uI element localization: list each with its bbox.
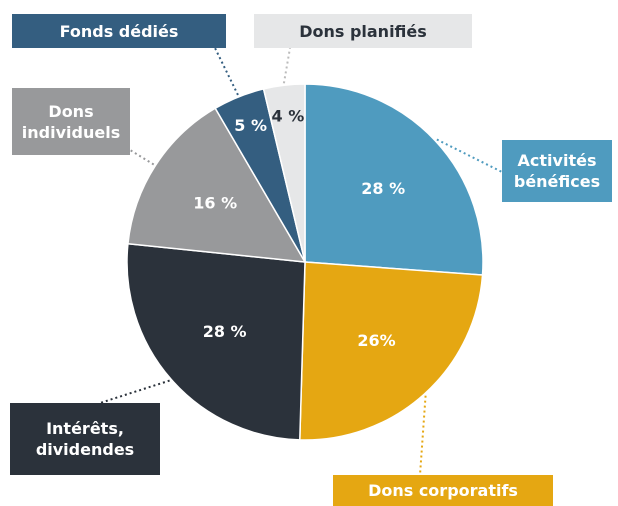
value-label: 5 % bbox=[234, 116, 267, 135]
value-label: 26% bbox=[357, 331, 395, 350]
category-label: Intérêts, dividendes bbox=[10, 403, 160, 475]
pie-slice bbox=[304, 83, 484, 276]
category-label: Dons planifiés bbox=[254, 14, 472, 48]
value-label: 4 % bbox=[272, 107, 305, 126]
pie-slice bbox=[127, 107, 307, 263]
leader-line bbox=[99, 379, 170, 404]
leader-line bbox=[282, 47, 291, 84]
pie-slice bbox=[126, 242, 306, 441]
category-label: Activités bénéfices bbox=[502, 140, 612, 202]
pie-slice bbox=[299, 261, 484, 441]
value-label: 16 % bbox=[193, 194, 237, 213]
value-label: 28 % bbox=[361, 179, 405, 198]
leader-line bbox=[436, 138, 503, 173]
category-label: Dons individuels bbox=[12, 88, 130, 155]
leader-line bbox=[214, 47, 239, 96]
category-label: Dons corporatifs bbox=[333, 475, 553, 506]
category-label: Fonds dédiés bbox=[12, 14, 226, 48]
leader-line bbox=[129, 149, 155, 166]
leader-line bbox=[419, 395, 427, 476]
pie-slice bbox=[262, 83, 306, 263]
value-label: 28 % bbox=[203, 322, 247, 341]
